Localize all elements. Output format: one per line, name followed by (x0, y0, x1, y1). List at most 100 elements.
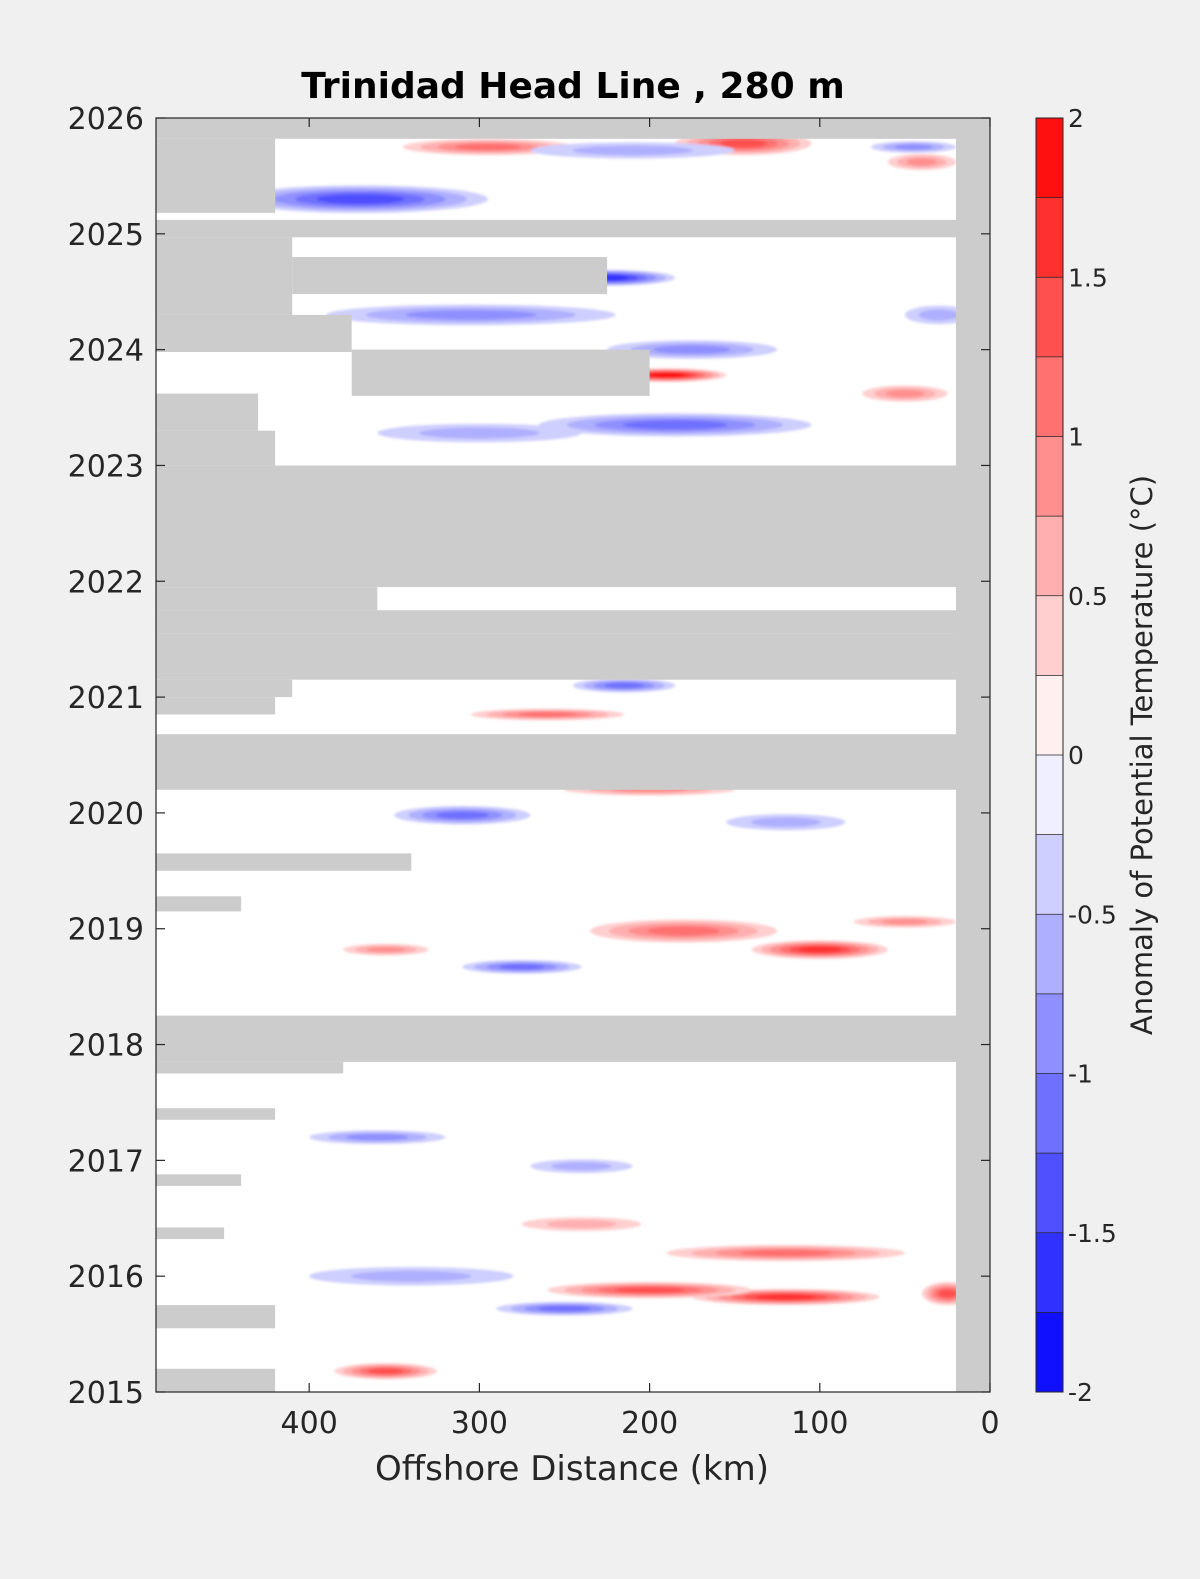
anomaly-contour (739, 1249, 832, 1257)
colorbar-swatch (1036, 277, 1063, 357)
missing-data-region (156, 1015, 990, 1062)
x-tick-label: 300 (451, 1406, 508, 1441)
colorbar-tick-label: 1.5 (1068, 263, 1108, 292)
plot-frame (155, 117, 991, 1393)
colorbar-tick-label: 1 (1068, 423, 1084, 452)
anomaly-contour (622, 420, 728, 430)
y-tick-label: 2016 (68, 1260, 144, 1295)
missing-data-region (156, 237, 293, 315)
anomaly-contour (614, 1287, 685, 1293)
y-tick-label: 2026 (68, 102, 144, 137)
anomaly-contour (604, 682, 644, 689)
colorbar-swatch (1036, 197, 1063, 278)
plot-area (156, 118, 990, 1392)
colorbar-tick-label: -2 (1068, 1378, 1093, 1407)
y-axis: 2015 2016 2017 2018 2019 2020 2021 2022 2023 2024… (68, 102, 990, 1411)
anomaly-contour (316, 194, 405, 204)
anomaly-contour (750, 817, 821, 827)
y-tick-label: 2015 (68, 1376, 144, 1411)
chart-title: Trinidad Head Line , 280 m (301, 66, 844, 107)
missing-data-mask (156, 118, 990, 1392)
anomaly-contour (885, 389, 925, 398)
anomaly-contour (368, 1368, 404, 1374)
anomaly-contour (938, 1289, 957, 1298)
y-tick-label: 2018 (68, 1029, 144, 1064)
anomaly-contour (881, 919, 929, 925)
colorbar-tick-label: 2 (1068, 104, 1084, 133)
colorbar-swatch (1036, 595, 1063, 676)
missing-data-region (156, 118, 990, 139)
missing-data-region (156, 138, 276, 213)
anomaly-contour (546, 1220, 617, 1229)
missing-data-region (351, 349, 650, 396)
y-tick-label: 2020 (68, 797, 144, 832)
anomaly-contour (366, 947, 406, 953)
anomaly-contour (653, 345, 731, 354)
anomaly-contour (551, 1162, 612, 1171)
anomaly-contour (499, 964, 545, 970)
colorbar-swatch (1036, 356, 1063, 437)
missing-data-region (156, 314, 352, 352)
missing-data-region (156, 734, 990, 790)
anomaly-contour (906, 158, 938, 166)
anomaly-contour (798, 946, 842, 953)
missing-data-region (156, 633, 990, 680)
anomaly-contour (455, 143, 521, 151)
y-tick-label: 2017 (68, 1144, 144, 1179)
missing-data-region (156, 465, 990, 588)
missing-data-region (156, 587, 378, 611)
colorbar-tick-label: -0.5 (1068, 900, 1117, 929)
missing-data-region (156, 1227, 225, 1240)
colorbar-tick-label: 0 (1068, 741, 1084, 770)
colorbar-frame (1035, 117, 1064, 1393)
colorbar-swatch (1036, 118, 1063, 198)
anomaly-contour (572, 145, 693, 156)
colorbar-tick-label: -1.5 (1068, 1219, 1117, 1248)
y-tick-label: 2025 (68, 218, 144, 253)
missing-data-region (156, 219, 956, 238)
anomaly-contour (346, 1134, 409, 1141)
missing-data-region (156, 697, 276, 715)
colorbar-swatch (1036, 1153, 1063, 1233)
colorbar-swatch (1036, 834, 1063, 915)
missing-data-region (956, 118, 990, 1392)
x-tick-label: 400 (281, 1406, 338, 1441)
anomaly-contour (436, 811, 489, 819)
missing-data-region (156, 679, 293, 698)
anomaly-field (232, 131, 973, 1380)
colorbar: -2 -1.5 -1 -0.5 0 0.5 1 1.5 2 (1035, 104, 1117, 1407)
y-tick-label: 2022 (68, 565, 144, 600)
y-tick-label: 2023 (68, 449, 144, 484)
anomaly-contour (647, 926, 720, 936)
anomaly-contour (405, 310, 537, 320)
missing-data-region (156, 853, 412, 871)
x-axis: 400 300 200 100 0 (281, 118, 1000, 1441)
colorbar-swatch (1036, 516, 1063, 596)
colorbar-label: Anomaly of Potential Temperature (°C) (1125, 475, 1159, 1035)
anomaly-contour (918, 309, 960, 321)
missing-data-region (292, 257, 608, 295)
anomaly-contour (756, 1294, 816, 1300)
anomaly-contour (538, 1305, 591, 1312)
colorbar-swatch (1036, 1232, 1063, 1313)
anomaly-contour (648, 373, 685, 378)
y-tick-label: 2021 (68, 681, 144, 716)
anomaly-contour (719, 139, 767, 148)
colorbar-tick-label: -1 (1068, 1060, 1093, 1089)
x-tick-label: 100 (791, 1406, 848, 1441)
y-tick-label: 2024 (68, 334, 144, 369)
missing-data-region (156, 1368, 276, 1392)
missing-data-region (156, 1061, 344, 1074)
colorbar-tick-label: 0.5 (1068, 582, 1108, 611)
colorbar-swatch (1036, 436, 1063, 517)
colorbar-swatch (1036, 675, 1063, 755)
y-tick-label: 2019 (68, 913, 144, 948)
missing-data-region (156, 430, 276, 466)
anomaly-contour (351, 1270, 472, 1282)
missing-data-region (156, 896, 242, 912)
anomaly-contour (419, 427, 540, 439)
anomaly-contour (894, 144, 933, 150)
x-tick-label: 200 (621, 1406, 678, 1441)
